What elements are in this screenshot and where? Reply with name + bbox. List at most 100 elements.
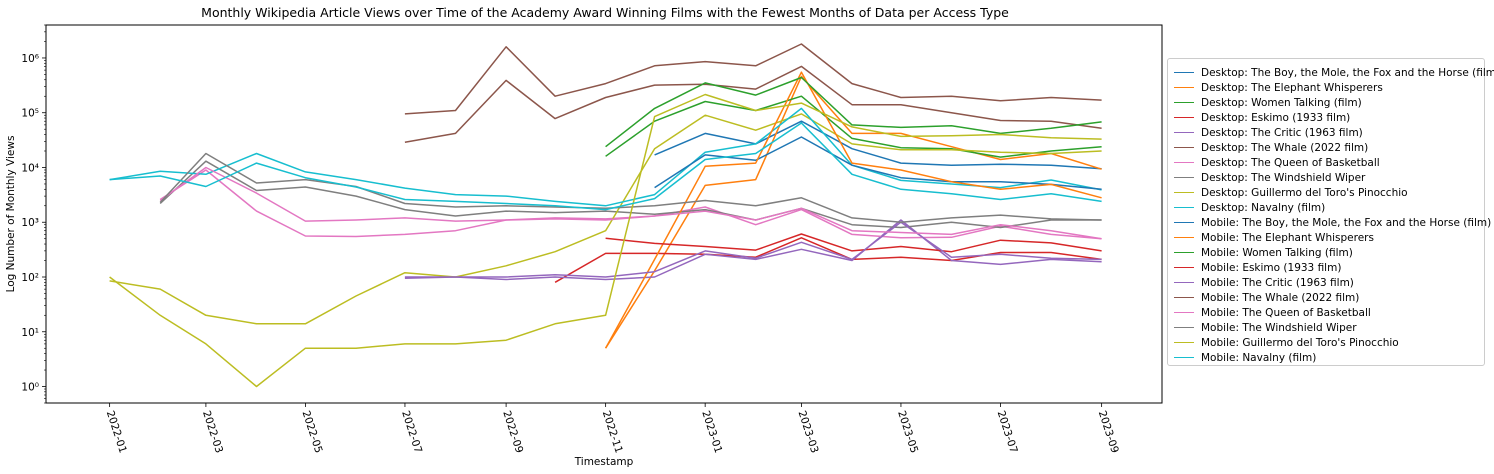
legend-item: Desktop: Navalny (film) <box>1174 200 1484 215</box>
legend-label: Desktop: The Critic (1963 film) <box>1201 126 1363 139</box>
x-tick-label: 2023-03 <box>796 409 821 454</box>
plot-area <box>45 24 1163 404</box>
legend-swatch <box>1174 252 1194 253</box>
y-tick-label: 10³ <box>21 217 39 229</box>
series-line <box>109 113 1102 325</box>
legend-item: Mobile: Women Talking (film) <box>1174 245 1484 260</box>
legend-label: Mobile: The Windshield Wiper <box>1201 321 1357 334</box>
series-line <box>605 233 1102 253</box>
legend-item: Mobile: The Critic (1963 film) <box>1174 275 1484 290</box>
series-line <box>159 166 1102 240</box>
y-tick-label: 10⁴ <box>21 162 39 174</box>
legend-swatch <box>1174 87 1194 88</box>
legend-label: Desktop: The Windshield Wiper <box>1201 171 1366 184</box>
legend-item: Mobile: The Boy, the Mole, the Fox and t… <box>1174 215 1491 230</box>
legend-swatch <box>1174 237 1194 238</box>
legend-item: Mobile: Guillermo del Toro's Pinocchio <box>1174 335 1484 350</box>
series-line <box>159 152 1102 223</box>
legend-label: Desktop: Navalny (film) <box>1201 201 1326 214</box>
legend-item: Mobile: The Windshield Wiper <box>1174 320 1484 335</box>
legend-swatch <box>1174 102 1194 103</box>
x-axis: 2022-01 2022-03 2022-05 2022-07 2022-09 2022-… <box>104 403 1121 455</box>
legend-item: Desktop: The Windshield Wiper <box>1174 170 1484 185</box>
legend-swatch <box>1174 342 1194 343</box>
legend-label: Mobile: The Boy, the Mole, the Fox and t… <box>1201 216 1492 229</box>
legend-item: Desktop: The Critic (1963 film) <box>1174 125 1484 140</box>
x-tick-label: 2022-01 <box>104 409 129 454</box>
legend-item: Desktop: Women Talking (film) <box>1174 95 1484 110</box>
x-tick-label: 2023-07 <box>995 409 1020 454</box>
legend-swatch <box>1174 327 1194 328</box>
series-line <box>654 120 1102 170</box>
legend-label: Desktop: The Queen of Basketball <box>1201 156 1380 169</box>
legend-swatch <box>1174 192 1194 193</box>
legend-item: Mobile: Navalny (film) <box>1174 350 1484 365</box>
legend-label: Desktop: Women Talking (film) <box>1201 96 1362 109</box>
legend-label: Mobile: Guillermo del Toro's Pinocchio <box>1201 336 1399 349</box>
series-line <box>404 43 1102 115</box>
y-tick-label: 10⁰ <box>21 382 39 394</box>
series-line <box>159 160 1102 229</box>
legend-label: Mobile: Navalny (film) <box>1201 351 1317 364</box>
y-tick-label: 10⁵ <box>21 108 39 120</box>
legend-label: Desktop: Eskimo (1933 film) <box>1201 111 1351 124</box>
legend-item: Mobile: The Whale (2022 film) <box>1174 290 1484 305</box>
legend-label: Mobile: The Queen of Basketball <box>1201 306 1371 319</box>
legend-item: Mobile: Eskimo (1933 film) <box>1174 260 1484 275</box>
chart-title: Monthly Wikipedia Article Views over Tim… <box>201 5 1009 20</box>
legend-label: Mobile: The Whale (2022 film) <box>1201 291 1360 304</box>
legend-swatch <box>1174 297 1194 298</box>
series-line <box>109 93 1102 388</box>
y-axis: 10⁰ 10¹ 10² 10³ 10⁴ 10⁵ 10⁶ <box>21 24 46 404</box>
series-line <box>404 219 1102 281</box>
legend-item: Desktop: The Queen of Basketball <box>1174 155 1484 170</box>
legend-label: Mobile: The Elephant Whisperers <box>1201 231 1374 244</box>
series-line <box>554 237 1102 283</box>
series-line <box>605 95 1102 158</box>
y-axis-label: Log Number of Monthly Views <box>5 136 17 293</box>
legend-label: Desktop: The Whale (2022 film) <box>1201 141 1369 154</box>
x-tick-label: 2022-03 <box>200 409 225 454</box>
legend-swatch <box>1174 177 1194 178</box>
legend-item: Mobile: The Queen of Basketball <box>1174 305 1484 320</box>
legend-item: Desktop: Eskimo (1933 film) <box>1174 110 1484 125</box>
x-tick-label: 2023-05 <box>895 409 920 454</box>
legend-swatch <box>1174 222 1194 223</box>
legend-swatch <box>1174 282 1194 283</box>
series-line <box>604 71 1102 349</box>
series-line <box>654 136 1102 191</box>
x-tick-label: 2023-09 <box>1096 409 1121 454</box>
legend-swatch <box>1174 312 1194 313</box>
legend-item: Desktop: The Boy, the Mole, the Fox and … <box>1174 65 1494 80</box>
x-tick-label: 2022-07 <box>399 409 424 454</box>
x-tick-label: 2022-11 <box>600 409 625 454</box>
legend-swatch <box>1174 162 1194 163</box>
legend-label: Mobile: The Critic (1963 film) <box>1201 276 1354 289</box>
series-line <box>109 122 1102 211</box>
x-tick-label: 2022-05 <box>300 409 325 454</box>
x-tick-label: 2023-01 <box>699 409 724 454</box>
series-line <box>404 221 1102 278</box>
series-line <box>109 107 1102 207</box>
legend-item: Mobile: The Elephant Whisperers <box>1174 230 1484 245</box>
legend-item: Desktop: The Elephant Whisperers <box>1174 80 1484 95</box>
series-line <box>604 75 1102 349</box>
y-tick-label: 10² <box>21 272 39 284</box>
x-tick-label: 2022-09 <box>500 409 525 454</box>
y-tick-label: 10¹ <box>21 327 39 339</box>
legend-swatch <box>1174 207 1194 208</box>
legend-swatch <box>1174 72 1194 73</box>
series-lines <box>109 43 1102 388</box>
x-axis-label: Timestamp <box>574 456 634 468</box>
legend-item: Desktop: The Whale (2022 film) <box>1174 140 1484 155</box>
legend-swatch <box>1174 357 1194 358</box>
legend-label: Desktop: Guillermo del Toro's Pinocchio <box>1201 186 1408 199</box>
series-line <box>404 65 1102 143</box>
legend-swatch <box>1174 117 1194 118</box>
legend-label: Desktop: The Boy, the Mole, the Fox and … <box>1201 66 1494 79</box>
legend-item: Desktop: Guillermo del Toro's Pinocchio <box>1174 185 1484 200</box>
legend-swatch <box>1174 132 1194 133</box>
legend: Desktop: The Boy, the Mole, the Fox and … <box>1167 58 1494 366</box>
legend-label: Mobile: Eskimo (1933 film) <box>1201 261 1342 274</box>
